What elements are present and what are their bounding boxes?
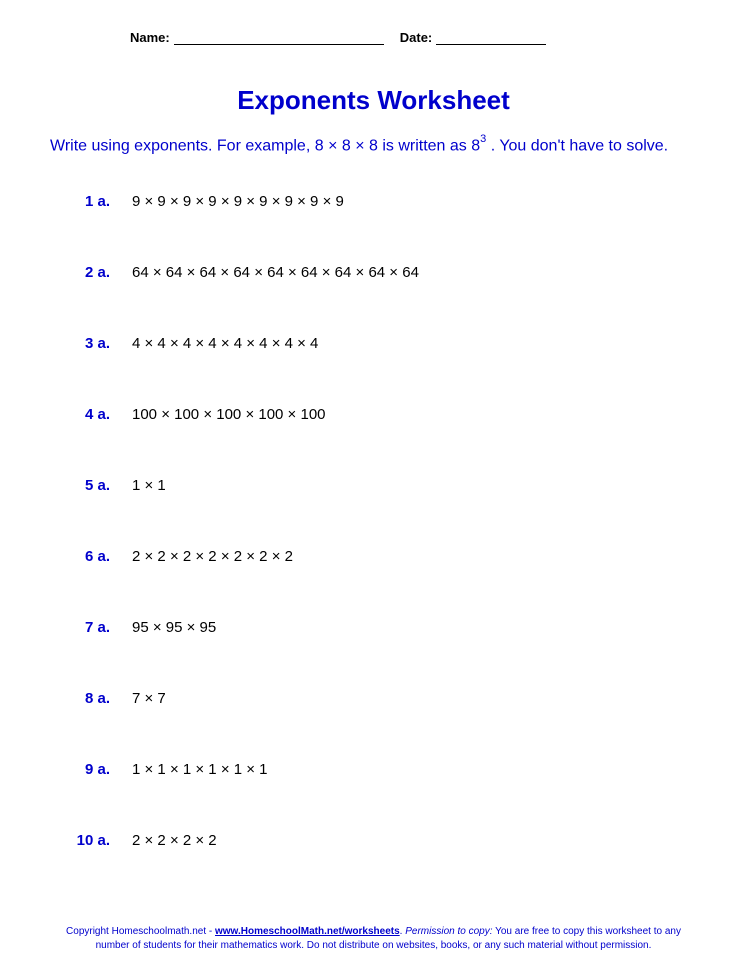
problems-list: 1 a. 9 × 9 × 9 × 9 × 9 × 9 × 9 × 9 × 9 2… — [50, 193, 697, 849]
problem-expression: 9 × 9 × 9 × 9 × 9 × 9 × 9 × 9 × 9 — [132, 193, 344, 210]
name-blank-line[interactable] — [174, 44, 384, 45]
footer-copyright: Copyright Homeschoolmath.net - www.Homes… — [50, 925, 697, 953]
footer-link[interactable]: www.HomeschoolMath.net/worksheets — [215, 926, 400, 937]
name-label: Name: — [130, 30, 170, 45]
problem-row: 8 a. 7 × 7 — [60, 690, 697, 707]
footer-pre: Copyright Homeschoolmath.net - — [66, 926, 215, 937]
instructions-exponent: 3 — [480, 133, 486, 145]
problem-number: 10 a. — [60, 832, 110, 849]
problem-row: 7 a. 95 × 95 × 95 — [60, 619, 697, 636]
footer-post: You are free to copy this worksheet to a… — [493, 926, 681, 937]
instructions-text: Write using exponents. For example, 8 × … — [50, 134, 697, 158]
problem-number: 7 a. — [60, 619, 110, 636]
problem-row: 1 a. 9 × 9 × 9 × 9 × 9 × 9 × 9 × 9 × 9 — [60, 193, 697, 210]
problem-expression: 4 × 4 × 4 × 4 × 4 × 4 × 4 × 4 — [132, 335, 318, 352]
problem-number: 3 a. — [60, 335, 110, 352]
problem-row: 2 a. 64 × 64 × 64 × 64 × 64 × 64 × 64 × … — [60, 264, 697, 281]
footer-line2: number of students for their mathematics… — [96, 940, 652, 951]
problem-row: 5 a. 1 × 1 — [60, 477, 697, 494]
footer-permission-label: Permission to copy: — [405, 926, 492, 937]
problem-expression: 2 × 2 × 2 × 2 × 2 × 2 × 2 — [132, 548, 293, 565]
problem-expression: 64 × 64 × 64 × 64 × 64 × 64 × 64 × 64 × … — [132, 264, 419, 281]
problem-expression: 1 × 1 × 1 × 1 × 1 × 1 — [132, 761, 268, 778]
page-title: Exponents Worksheet — [50, 85, 697, 116]
problem-row: 10 a. 2 × 2 × 2 × 2 — [60, 832, 697, 849]
problem-number: 5 a. — [60, 477, 110, 494]
problem-number: 4 a. — [60, 406, 110, 423]
problem-number: 2 a. — [60, 264, 110, 281]
problem-row: 6 a. 2 × 2 × 2 × 2 × 2 × 2 × 2 — [60, 548, 697, 565]
problem-number: 9 a. — [60, 761, 110, 778]
problem-number: 6 a. — [60, 548, 110, 565]
problem-number: 1 a. — [60, 193, 110, 210]
problem-expression: 95 × 95 × 95 — [132, 619, 216, 636]
problem-row: 4 a. 100 × 100 × 100 × 100 × 100 — [60, 406, 697, 423]
name-field: Name: — [130, 30, 384, 45]
problem-expression: 2 × 2 × 2 × 2 — [132, 832, 217, 849]
problem-row: 3 a. 4 × 4 × 4 × 4 × 4 × 4 × 4 × 4 — [60, 335, 697, 352]
header-fields: Name: Date: — [50, 30, 697, 45]
problem-expression: 7 × 7 — [132, 690, 166, 707]
problem-row: 9 a. 1 × 1 × 1 × 1 × 1 × 1 — [60, 761, 697, 778]
date-field: Date: — [400, 30, 547, 45]
problem-expression: 100 × 100 × 100 × 100 × 100 — [132, 406, 326, 423]
instructions-pre: Write using exponents. For example, 8 × … — [50, 137, 480, 154]
problem-expression: 1 × 1 — [132, 477, 166, 494]
instructions-post: . You don't have to solve. — [486, 137, 668, 154]
date-label: Date: — [400, 30, 433, 45]
problem-number: 8 a. — [60, 690, 110, 707]
date-blank-line[interactable] — [436, 44, 546, 45]
